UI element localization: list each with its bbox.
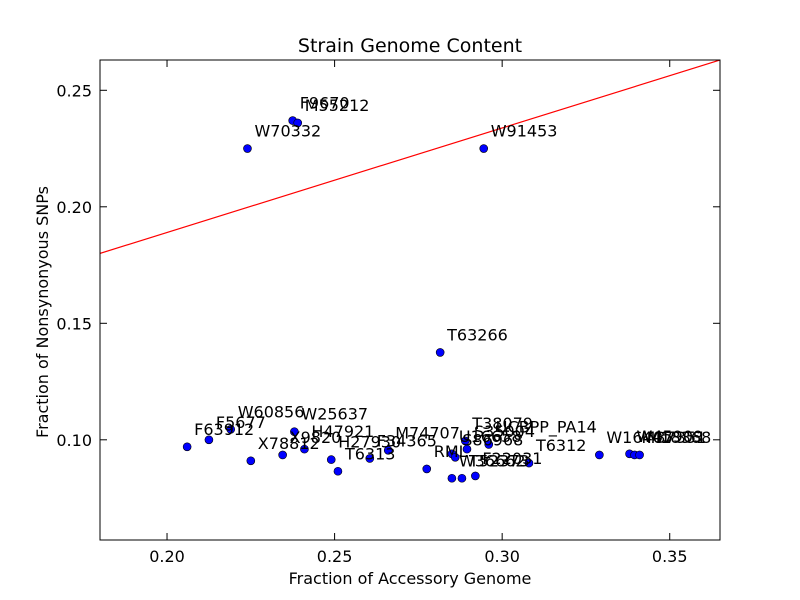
point-label: S86968 <box>462 430 523 449</box>
data-point <box>447 473 457 483</box>
data-point <box>460 436 470 446</box>
point-label: S35004 <box>474 422 535 441</box>
data-point <box>479 144 489 153</box>
point-label: W25637 <box>301 405 368 424</box>
data-point <box>635 450 644 460</box>
point-label: W70332 <box>254 122 321 141</box>
data-point <box>226 425 236 434</box>
data-point <box>435 348 445 357</box>
point-label: UCBPP_PA14 <box>496 417 597 437</box>
point-label: F9670 <box>300 94 350 113</box>
point-label: X78812 <box>258 434 320 453</box>
point-label: F5677 <box>216 413 266 432</box>
chart-title: Strain Genome Content <box>298 35 522 57</box>
point-label: T6312 <box>535 436 587 455</box>
point-label: M74707 <box>395 423 460 442</box>
point-label: W36662 <box>459 451 526 470</box>
point-label: M37351 <box>642 428 707 447</box>
point-label: W45909 <box>637 427 704 446</box>
data-point <box>457 473 467 483</box>
point-label: W16407 <box>606 428 673 447</box>
x-tick-label: 0.35 <box>652 547 688 566</box>
data-point <box>300 444 309 454</box>
data-point <box>462 444 472 454</box>
data-point <box>278 450 287 460</box>
data-point <box>246 456 256 466</box>
point-label: T63266 <box>446 325 508 344</box>
x-tick-label: 0.20 <box>149 547 185 566</box>
data-point <box>326 455 336 464</box>
data-point <box>450 452 460 462</box>
plot-frame <box>99 59 721 541</box>
y-tick-label: 0.15 <box>56 314 92 333</box>
x-tick-label: 0.25 <box>317 547 353 566</box>
data-point <box>422 464 432 474</box>
data-point <box>484 440 494 449</box>
data-point <box>293 118 303 128</box>
x-tick-label: 0.30 <box>484 547 520 566</box>
data-point <box>243 144 252 153</box>
data-point <box>383 445 393 455</box>
point-label: X9820 <box>290 428 342 447</box>
point-label: M55212 <box>305 96 370 115</box>
data-point <box>290 427 299 436</box>
data-point <box>182 442 192 452</box>
x-axis-label: Fraction of Accessory Genome <box>289 569 532 588</box>
data-point <box>365 454 375 463</box>
y-tick-label: 0.20 <box>56 198 92 217</box>
data-point <box>524 458 534 468</box>
point-label: W91453 <box>491 122 558 141</box>
point-label: RML <box>434 442 468 461</box>
reference-line <box>100 60 720 254</box>
point-label: T38079 <box>471 414 533 433</box>
y-tick-label: 0.10 <box>56 431 92 450</box>
point-label: T52373 <box>468 451 530 470</box>
point-label: T6313 <box>344 444 396 463</box>
data-point <box>595 450 604 460</box>
point-label: W60856 <box>238 402 305 421</box>
y-axis-label: Fraction of Nonsynonyous SNPs <box>33 186 52 438</box>
y-tick-label: 0.25 <box>56 81 92 100</box>
data-point <box>471 471 480 481</box>
point-label: F63912 <box>194 420 254 439</box>
point-label: F22031 <box>482 449 542 468</box>
point-label: H47921 <box>311 422 374 441</box>
point-label: M18368 <box>647 428 712 447</box>
point-label: F34365 <box>377 431 437 450</box>
point-label: H27930 <box>338 433 401 452</box>
point-label: U16658 <box>459 427 522 446</box>
data-point <box>204 435 214 445</box>
data-point <box>333 466 343 476</box>
